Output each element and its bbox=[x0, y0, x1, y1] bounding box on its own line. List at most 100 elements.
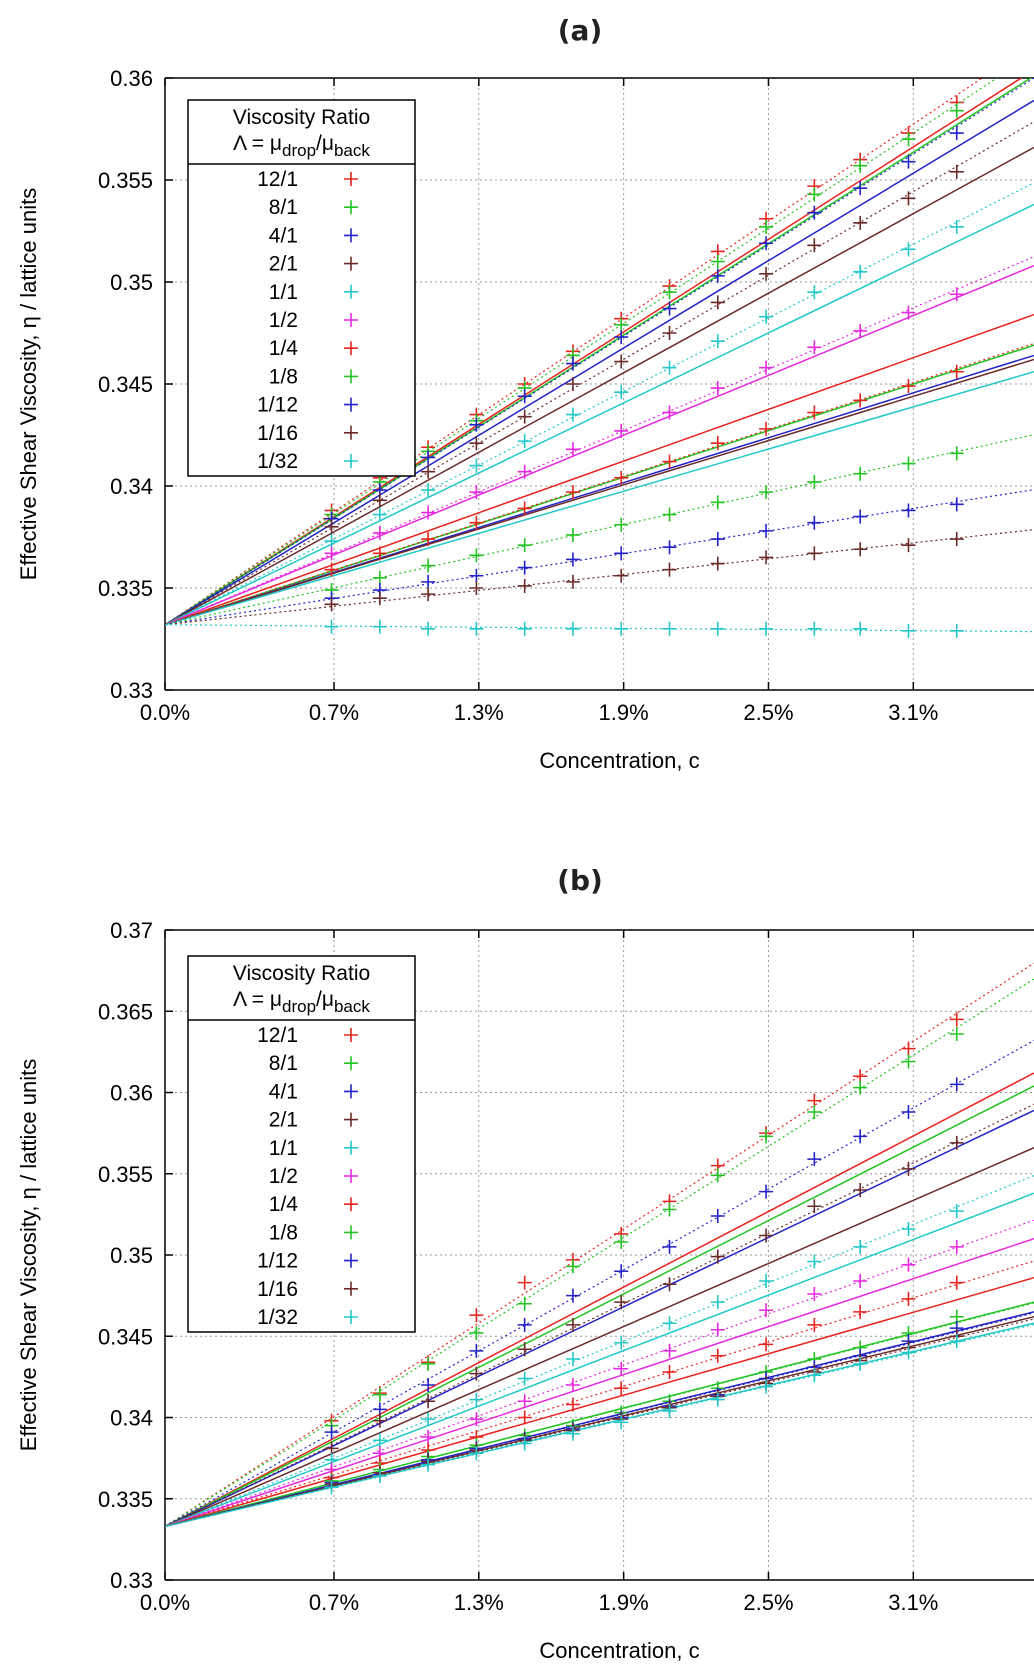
fit-line bbox=[165, 1072, 1034, 1528]
data-point bbox=[517, 578, 532, 593]
legend-marker bbox=[344, 341, 358, 356]
legend-subtitle-part: /μ bbox=[316, 132, 334, 155]
y-tick-label: 0.345 bbox=[98, 372, 153, 397]
data-point bbox=[517, 389, 532, 404]
y-axis-label: Effective Shear Viscosity, η / lattice u… bbox=[16, 1059, 41, 1452]
data-point bbox=[901, 191, 916, 206]
fit-line bbox=[165, 203, 1034, 626]
data-point bbox=[421, 1394, 436, 1409]
data-point bbox=[662, 540, 677, 555]
data-point bbox=[853, 542, 868, 557]
legend-subtitle: Λ = μdrop/μback bbox=[233, 988, 370, 1016]
legend-marker bbox=[344, 1225, 358, 1240]
data-point bbox=[517, 1371, 532, 1386]
data-point bbox=[759, 1337, 774, 1352]
data-point bbox=[324, 1480, 339, 1495]
legend-marker bbox=[344, 1140, 358, 1155]
data-point bbox=[469, 436, 484, 451]
data-point bbox=[710, 1209, 725, 1223]
legend-label: 12/1 bbox=[257, 1024, 298, 1047]
data-point bbox=[759, 621, 774, 636]
data-point bbox=[901, 305, 916, 320]
data-point bbox=[517, 1342, 532, 1357]
data-point bbox=[662, 1404, 677, 1418]
data-point bbox=[372, 1433, 387, 1448]
data-point bbox=[901, 1345, 916, 1360]
data-point bbox=[853, 1183, 868, 1197]
y-tick-label: 0.36 bbox=[110, 1081, 153, 1106]
y-tick-label: 0.34 bbox=[110, 474, 153, 499]
data-point bbox=[807, 405, 822, 420]
data-point bbox=[901, 1257, 916, 1272]
fit-line bbox=[165, 358, 1034, 626]
data-point bbox=[949, 287, 964, 302]
fit-line bbox=[165, 146, 1034, 626]
trend-line-1-4 bbox=[165, 342, 1034, 626]
y-axis-label: Effective Shear Viscosity, η / lattice u… bbox=[16, 188, 41, 581]
fit-line bbox=[165, 1109, 1034, 1528]
legend-marker bbox=[344, 1169, 358, 1183]
x-tick-label: 0.0% bbox=[140, 700, 190, 725]
data-point bbox=[807, 1199, 822, 1214]
trend-line-1-2 bbox=[165, 256, 1034, 626]
legend-label: 1/12 bbox=[257, 1250, 298, 1273]
data-point bbox=[469, 1392, 484, 1407]
legend-marker bbox=[344, 1056, 358, 1071]
data-point bbox=[853, 215, 868, 230]
data-point bbox=[614, 1295, 629, 1310]
data-point bbox=[614, 317, 629, 332]
data-point bbox=[565, 574, 580, 589]
data-point bbox=[662, 1202, 677, 1217]
legend-label: 1/16 bbox=[257, 422, 298, 445]
data-point bbox=[421, 505, 436, 520]
legend-label: 1/1 bbox=[269, 1137, 298, 1160]
chart-panel-b: (b) 0.0% 0.7% 1.3% 1.9% 2.5% 3.1% 0.33 0.335 0.34… bbox=[16, 864, 1034, 1663]
data-point bbox=[759, 1129, 774, 1144]
data-point bbox=[853, 393, 868, 408]
data-point bbox=[324, 534, 339, 549]
trend-line-12-1 bbox=[165, 78, 984, 626]
legend-marker bbox=[344, 200, 358, 215]
plot-area bbox=[165, 962, 1034, 1528]
data-point bbox=[949, 446, 964, 461]
data-point bbox=[662, 621, 677, 636]
data-point bbox=[759, 485, 774, 500]
data-point bbox=[662, 360, 677, 375]
y-tick-label: 0.355 bbox=[98, 1162, 153, 1187]
data-point bbox=[662, 507, 677, 522]
data-point bbox=[421, 1378, 436, 1392]
legend-label: 1/12 bbox=[257, 394, 298, 417]
legend-label: 1/2 bbox=[269, 1165, 298, 1188]
x-tick-label: 0.7% bbox=[309, 1590, 359, 1615]
data-point bbox=[517, 434, 532, 449]
data-point bbox=[517, 538, 532, 553]
data-point bbox=[949, 532, 964, 547]
data-point bbox=[372, 546, 387, 561]
data-point bbox=[565, 1352, 580, 1366]
trend-line-1-2 bbox=[165, 1219, 1034, 1527]
data-point bbox=[421, 621, 436, 636]
trend-line-1-16 bbox=[165, 1318, 1034, 1527]
y-tick-label: 0.365 bbox=[98, 999, 153, 1024]
legend-marker bbox=[344, 313, 358, 327]
data-point bbox=[807, 515, 822, 530]
data-point bbox=[949, 1239, 964, 1254]
data-point bbox=[710, 381, 725, 396]
y-tick-label: 0.345 bbox=[98, 1324, 153, 1349]
data-point bbox=[807, 340, 822, 355]
x-tick-label: 1.3% bbox=[454, 1590, 504, 1615]
plot-area bbox=[165, 78, 1034, 638]
legend-marker bbox=[344, 425, 358, 440]
trend-line-8-1 bbox=[165, 78, 999, 626]
trend-line-2-1 bbox=[165, 121, 1034, 626]
data-point bbox=[901, 1054, 916, 1069]
fit-line bbox=[165, 99, 1034, 626]
data-point bbox=[421, 574, 436, 589]
data-point bbox=[901, 1041, 916, 1056]
data-point bbox=[949, 623, 964, 638]
data-point bbox=[421, 464, 436, 479]
data-point bbox=[565, 377, 580, 391]
data-point bbox=[949, 1077, 964, 1092]
data-point bbox=[807, 285, 822, 300]
data-point bbox=[853, 264, 868, 279]
